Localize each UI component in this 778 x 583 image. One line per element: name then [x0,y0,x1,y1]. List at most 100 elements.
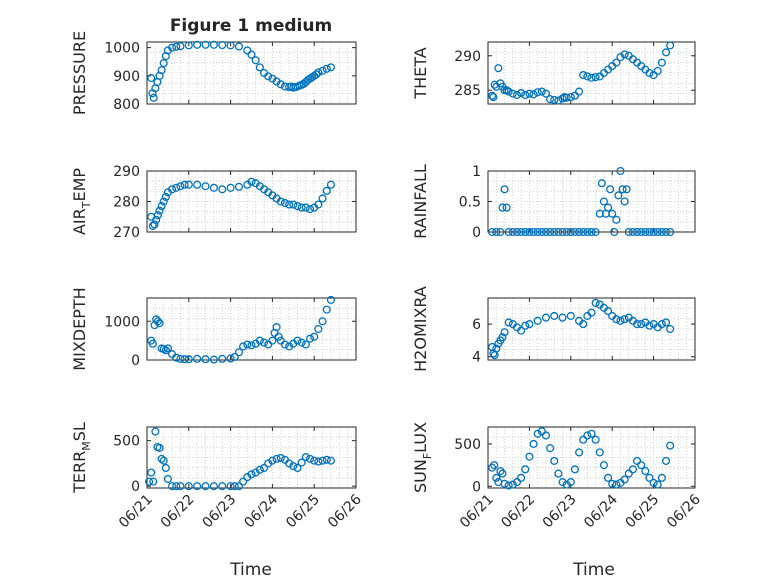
h2omixra-axes-frame [487,297,696,361]
pressure-point [172,42,181,51]
pressure-point [157,66,166,75]
rainfall-point [496,227,505,237]
h2omixra-point [591,298,600,307]
rainfall-point [620,197,629,206]
rainfall-point [504,227,513,237]
mixdepth-point [184,355,193,364]
sun-flux-point [554,469,563,478]
pressure-point [247,50,256,59]
mixdepth-point [243,340,252,349]
air-temp-point [314,200,323,209]
air-temp-point [247,177,256,186]
air-temp-point [301,203,310,212]
figure-title: Figure 1 medium [170,16,332,36]
theta-point [566,93,575,102]
mixdepth-point [272,323,281,332]
mixdepth-point [280,340,289,349]
terr-msl-point [145,477,154,486]
terr-msl-point [155,443,164,452]
sun-flux-point [500,479,509,488]
rainfall-point [521,227,530,237]
terr-msl-point [272,454,281,463]
mixdepth-point [176,354,185,363]
pressure-point [147,74,156,83]
air-temp-point [297,203,306,212]
sun-flux-point [645,473,654,482]
pressure-axes-frame [146,41,357,105]
theta-point [653,66,662,75]
air-temp-point [157,202,166,211]
mixdepth-point [259,338,269,347]
terr-msl-point [322,455,331,464]
sun-flux-y-axis-label: SUNFLUX [411,422,434,493]
theta-point [537,87,546,96]
terr-msl-point [314,457,323,466]
h2omixra-point [645,321,654,330]
theta-point [489,93,498,102]
rainfall-point [612,215,621,224]
mixdepth-point [148,339,157,348]
sun-flux-point [541,431,551,440]
theta-axes-frame [487,41,696,105]
mixdepth-point [239,342,248,351]
pressure-point [209,40,218,49]
mixdepth-point [153,317,162,326]
h2omixra-point [616,316,625,325]
sun-flux-series [488,427,675,490]
terr-msl-point [147,468,156,477]
mixdepth-axes-frame [146,297,357,361]
mixdepth-series [147,295,335,364]
mixdepth-point [180,355,189,364]
sun-flux-point [661,456,671,465]
theta-point [645,68,654,78]
sun-flux-point [529,439,538,448]
h2omixra-point [666,324,675,334]
rainfall-point [599,197,608,206]
sun-flux-point [637,461,646,470]
mixdepth-point [163,344,172,353]
terr-msl-point [184,482,193,491]
theta-point [521,90,530,100]
theta-point [661,48,671,57]
pressure-point [218,41,227,50]
rainfall-point [575,227,584,237]
theta-point [620,50,629,59]
rainfall-point [597,179,606,188]
axes-air-temp: 270 280 290 AIRTEMP [70,164,357,241]
air-temp-point [201,182,210,191]
air-temp-point [153,211,162,220]
pressure-point [251,56,260,65]
air-temp-point [289,200,298,209]
air-temp-point [276,197,285,206]
rainfall-point [632,227,642,237]
theta-y-tick-label: 290 [454,49,481,65]
mixdepth-y-tick-label: 1000 [104,314,140,330]
h2omixra-point [604,307,613,316]
x-axis-title-right: Time [572,560,615,580]
mixdepth-point [310,332,319,341]
rainfall-y-axis-label: RAINFALL [411,164,430,239]
sun-flux-point [653,480,662,489]
rainfall-point [610,227,619,237]
terr-msl-point [201,482,210,491]
rainfall-point [616,166,625,176]
theta-point [504,87,513,96]
mixdepth-point [172,353,181,362]
terr-msl-point [293,463,302,473]
mixdepth-point [322,305,331,314]
terr-msl-point [209,482,218,491]
axes-rainfall: 0 0.5 1 RAINFALL [411,164,696,241]
terr-msl-point [239,477,248,486]
sun-flux-point [632,456,642,465]
rainfall-y-tick-label: 0 [472,225,481,241]
theta-point [657,58,666,67]
air-temp-point [184,180,193,189]
air-temp-point [168,185,177,194]
pressure-point [176,42,185,51]
theta-point [612,58,621,67]
theta-point [570,91,579,100]
pressure-y-tick-label: 1000 [104,41,140,57]
air-temp-point [322,186,331,195]
theta-point [529,90,538,99]
theta-point [488,91,497,100]
